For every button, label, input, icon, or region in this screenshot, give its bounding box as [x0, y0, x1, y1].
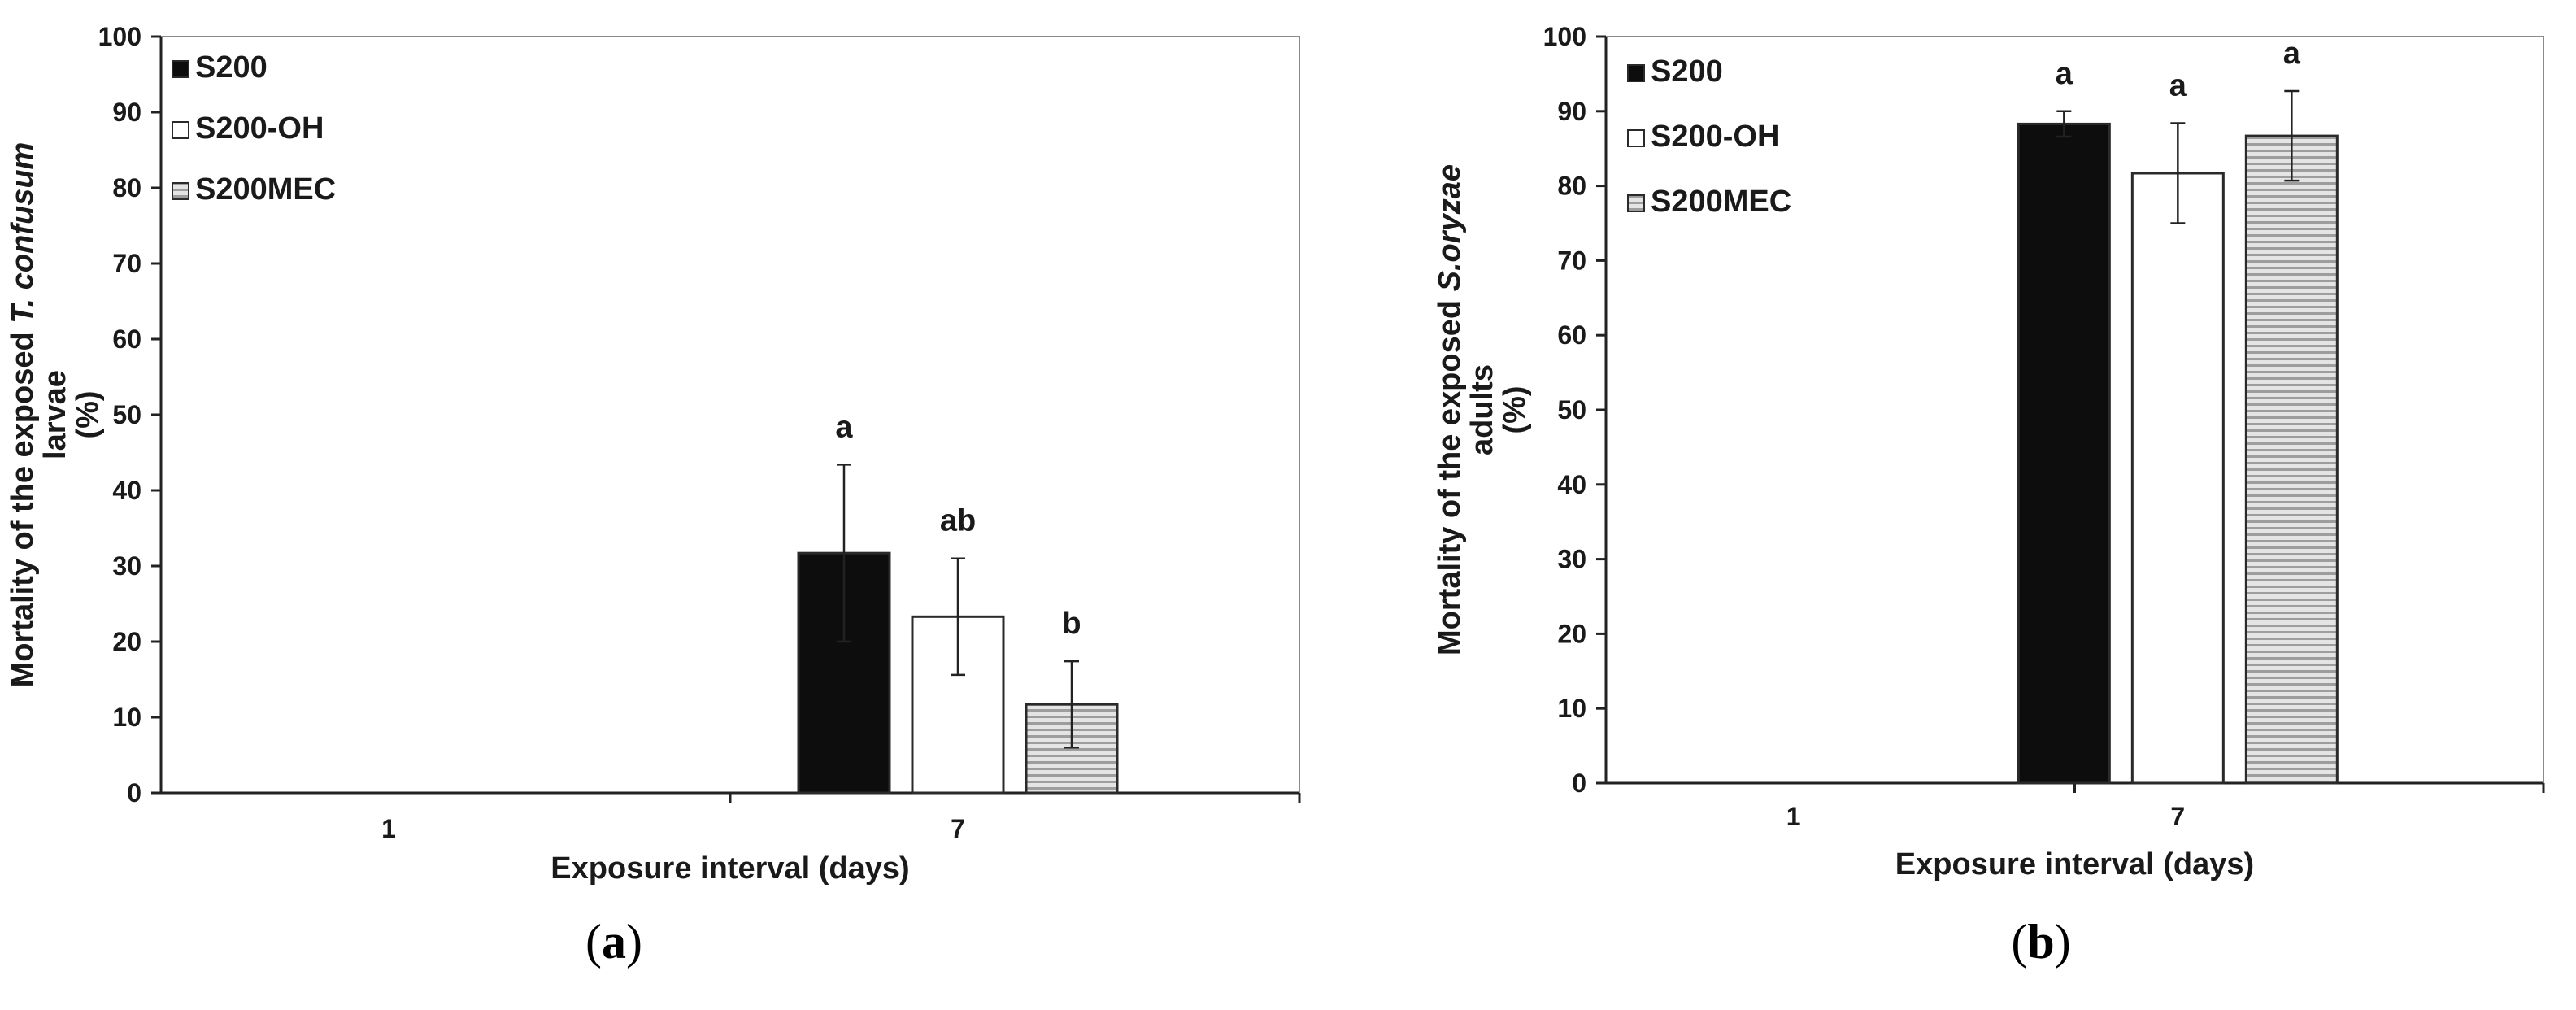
y-tick-label: 10 — [112, 703, 141, 732]
legend-swatch — [1627, 194, 1645, 212]
legend-entry-s200: S200 — [172, 50, 268, 85]
y-tick-label: 30 — [112, 551, 141, 581]
y-tick-label: 80 — [1557, 172, 1586, 201]
legend-label: S200-OH — [195, 111, 324, 146]
y-axis-title-line3: (%) — [71, 390, 105, 438]
legend-label: S200MEC — [195, 172, 336, 207]
legend-entry-s200mec: S200MEC — [1627, 185, 1791, 219]
significance-label: b — [1062, 607, 1081, 641]
y-tick-label: 70 — [112, 249, 141, 278]
y-axis-title-line2: adults — [1465, 364, 1499, 455]
error-bar — [837, 464, 851, 643]
y-axis-title-plain: Mortality of the exposed — [6, 324, 40, 688]
y-tick-label: 50 — [112, 400, 141, 429]
legend-label: S200MEC — [1651, 185, 1791, 219]
y-tick-label: 90 — [1557, 97, 1586, 126]
legend-entry-s200: S200 — [1627, 54, 1723, 89]
caption-open: ( — [585, 915, 602, 969]
x-tick-label: 1 — [1786, 802, 1801, 831]
error-bar — [2170, 122, 2186, 224]
legend-entry-s200mec: S200MEC — [172, 172, 336, 207]
legend-label: S200-OH — [1651, 120, 1779, 154]
y-axis-title-line2: larvae — [38, 370, 72, 459]
bar-s200-day-7 — [2017, 122, 2111, 785]
error-bar — [951, 557, 965, 677]
error-bar — [2056, 110, 2072, 138]
significance-label: ab — [940, 504, 976, 538]
y-tick-label: 60 — [1557, 320, 1586, 350]
y-axis-title-line1: Mortality of the exposed S.oryzae — [1433, 164, 1467, 655]
y-tick-label: 80 — [112, 173, 141, 202]
caption-letter: a — [602, 915, 626, 969]
y-tick-label: 100 — [1543, 22, 1586, 51]
caption-close: ) — [626, 915, 642, 969]
y-tick-label: 30 — [1557, 545, 1586, 574]
y-tick-label: 40 — [112, 476, 141, 505]
y-tick-label: 90 — [112, 98, 141, 127]
y-tick-label: 0 — [1572, 768, 1586, 798]
y-tick-label: 60 — [112, 324, 141, 354]
significance-label: a — [835, 410, 853, 444]
y-axis-title-plain: Mortality of the exposed — [1433, 291, 1467, 655]
x-tick-label: 7 — [2170, 802, 2185, 831]
x-axis-title: Exposure interval (days) — [1895, 847, 2254, 882]
legend-swatch — [172, 121, 189, 139]
caption-letter: b — [2027, 915, 2054, 969]
bar-s200-oh-day-7 — [2130, 172, 2225, 785]
error-bar — [1064, 660, 1079, 749]
legend-swatch — [172, 182, 189, 200]
legend-swatch — [172, 60, 189, 78]
panel-b: 0 10 20 30 40 50 60 70 80 90 100 1 7 a a a S200 S200-OH S2… — [1433, 22, 2545, 969]
y-tick-label: 100 — [98, 22, 141, 51]
x-tick-label: 1 — [381, 814, 396, 843]
significance-label: a — [2169, 68, 2187, 102]
y-axis-title: Mortality of the exposed S.oryzaeadults(… — [1433, 164, 1532, 655]
legend-swatch — [1627, 129, 1645, 147]
bar-s200mec-day-7 — [2244, 134, 2339, 785]
panel-caption: (a) — [585, 915, 642, 969]
y-axis-title-species: T. confusum — [6, 142, 40, 324]
y-tick-label: 40 — [1557, 470, 1586, 499]
x-axis-title: Exposure interval (days) — [550, 851, 909, 886]
legend-swatch — [1627, 64, 1645, 82]
significance-label: a — [2283, 37, 2301, 71]
legend-entry-s200-oh: S200-OH — [172, 111, 324, 146]
y-tick-label: 0 — [127, 778, 141, 808]
panel-a: 0 10 20 30 40 50 60 70 80 90 100 1 7 a ab b S200 S200-OH S… — [6, 22, 1301, 969]
legend-entry-s200-oh: S200-OH — [1627, 120, 1779, 154]
y-axis-title-line3: (%) — [1498, 385, 1532, 433]
legend-label: S200 — [195, 50, 268, 85]
y-tick-label: 50 — [1557, 395, 1586, 424]
panel-caption: (b) — [2011, 915, 2070, 969]
x-tick-label: 7 — [951, 814, 965, 843]
y-axis-title-line1: Mortality of the exposed T. confusum — [6, 142, 40, 688]
y-axis-title-species: S.oryzae — [1433, 164, 1467, 291]
significance-label: a — [2056, 57, 2073, 91]
legend-label: S200 — [1651, 54, 1723, 89]
caption-open: ( — [2011, 915, 2027, 969]
y-tick-label: 10 — [1557, 694, 1586, 723]
y-tick-label: 20 — [112, 627, 141, 656]
y-tick-label: 20 — [1557, 619, 1586, 648]
caption-close: ) — [2055, 915, 2071, 969]
y-tick-label: 70 — [1557, 246, 1586, 275]
y-axis-title: Mortality of the exposed T. confusumlarv… — [6, 142, 105, 688]
error-bar — [2284, 89, 2300, 182]
plot-frame — [160, 36, 1300, 794]
